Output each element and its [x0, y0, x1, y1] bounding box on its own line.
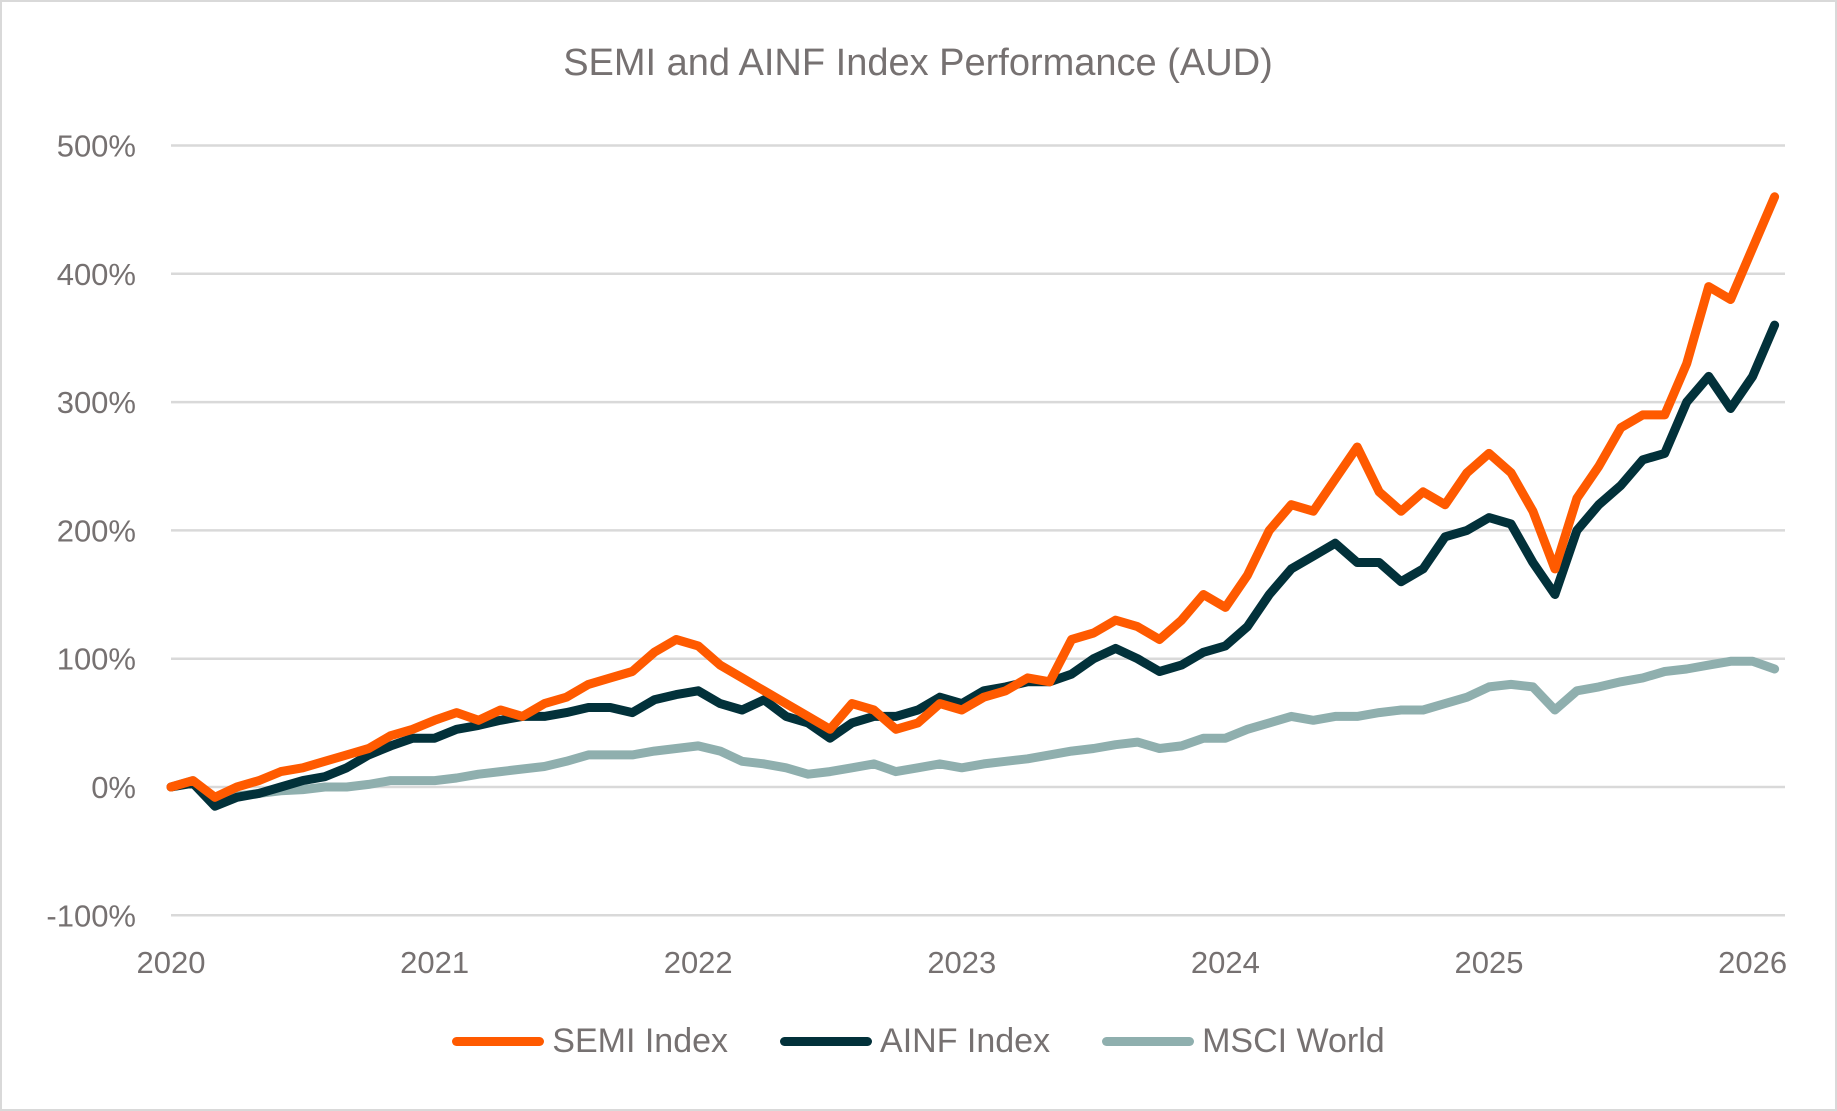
legend-item-ainf: AINF Index [780, 1022, 1050, 1061]
x-tick-label: 2023 [927, 945, 996, 980]
y-tick-label: 200% [57, 513, 136, 548]
legend-swatch-semi [452, 1037, 545, 1046]
legend-label: AINF Index [880, 1022, 1051, 1060]
legend-label: SEMI Index [552, 1022, 729, 1060]
x-tick-label: 2024 [1191, 945, 1260, 980]
gridlines [171, 144, 1785, 917]
y-tick-label: 500% [57, 129, 136, 164]
series-line-semi-index [166, 192, 1780, 802]
chart-title: SEMI and AINF Index Performance (AUD) [563, 42, 1273, 84]
y-tick-label: 0% [91, 770, 136, 805]
y-tick-label: 400% [57, 257, 136, 292]
x-tick-label: 2026 [1718, 945, 1787, 980]
x-tick-label: 2020 [137, 945, 206, 980]
legend-swatch-ainf [780, 1037, 873, 1046]
series-line-msci-world [166, 656, 1780, 805]
series-line-ainf-index [166, 320, 1780, 811]
legend-item-msci: MSCI World [1102, 1022, 1385, 1061]
y-tick-label: 100% [57, 642, 136, 677]
y-axis-ticks: -100% 0% 100% 200% 300% 400% 500% [46, 129, 136, 934]
legend-swatch-msci [1102, 1037, 1195, 1046]
series-lines [166, 192, 1780, 811]
x-tick-label: 2021 [400, 945, 469, 980]
legend-label: MSCI World [1202, 1022, 1385, 1060]
y-tick-label: 300% [57, 385, 136, 420]
legend: SEMI Index AINF Index MSCI World [0, 1022, 1837, 1061]
x-axis-ticks: 2020 2021 2022 2023 2024 2025 2026 [137, 945, 1788, 980]
x-tick-label: 2022 [664, 945, 733, 980]
y-tick-label: -100% [46, 898, 136, 933]
legend-item-semi: SEMI Index [452, 1022, 728, 1061]
x-tick-label: 2025 [1455, 945, 1524, 980]
